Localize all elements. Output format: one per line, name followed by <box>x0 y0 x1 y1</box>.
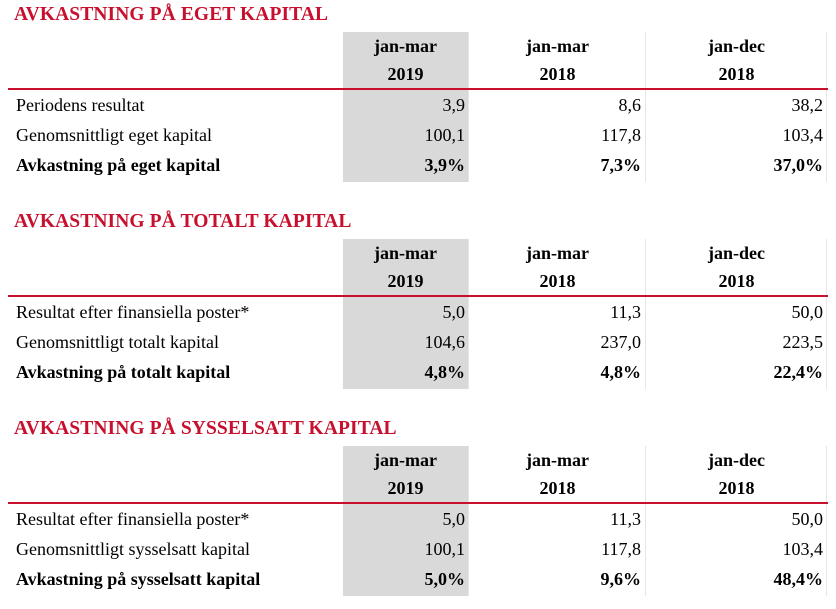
cell-value: 103,4 <box>782 539 824 559</box>
cell-value: 11,3 <box>610 509 641 529</box>
table-row: Periodens resultat 3,9 8,6 38,2 <box>0 91 836 121</box>
header-divider <box>8 295 828 297</box>
table-row: Genomsnittligt totalt kapital 104,6 237,… <box>0 328 836 358</box>
table-row-total: Avkastning på sysselsatt kapital 5,0% 9,… <box>0 565 836 595</box>
column-header-period: jan-mar <box>526 36 589 56</box>
cell-value: 4,8% <box>600 362 642 382</box>
column-header-period: jan-dec <box>708 243 765 263</box>
cell-value: 9,6% <box>600 569 642 589</box>
column-header-year: 2019 <box>387 478 424 498</box>
highlight-column <box>343 446 468 596</box>
cell-value: 7,3% <box>600 155 642 175</box>
cell-value: 11,3 <box>610 302 641 322</box>
row-label: Genomsnittligt totalt kapital <box>16 332 219 352</box>
column-header-year: 2018 <box>539 271 576 291</box>
row-label: Avkastning på eget kapital <box>16 155 221 175</box>
section-title: AVKASTNING PÅ EGET KAPITAL <box>14 4 329 25</box>
table-row: Genomsnittligt eget kapital 100,1 117,8 … <box>0 121 836 151</box>
section-title: AVKASTNING PÅ SYSSELSATT KAPITAL <box>14 418 397 439</box>
highlight-column <box>343 32 468 182</box>
cell-value: 100,1 <box>424 539 466 559</box>
column-header-year: 2019 <box>387 64 424 84</box>
cell-value: 5,0 <box>442 509 466 529</box>
ratio-table: jan-mar 2019 jan-mar 2018 jan-dec 2018 R… <box>0 446 836 596</box>
row-label: Genomsnittligt sysselsatt kapital <box>16 539 250 559</box>
column-header-year: 2018 <box>718 64 755 84</box>
cell-value: 3,9% <box>424 155 466 175</box>
cell-value: 104,6 <box>424 332 466 352</box>
column-divider <box>645 239 646 389</box>
cell-value: 117,8 <box>601 539 641 559</box>
cell-value: 37,0% <box>773 155 824 175</box>
column-divider <box>645 32 646 182</box>
cell-value: 50,0 <box>791 302 824 322</box>
cell-value: 38,2 <box>791 95 824 115</box>
cell-value: 237,0 <box>600 332 642 352</box>
column-divider <box>826 446 827 596</box>
cell-value: 4,8% <box>424 362 466 382</box>
column-header-period: jan-dec <box>708 36 765 56</box>
column-header-period: jan-mar <box>374 36 437 56</box>
cell-value: 103,4 <box>782 125 824 145</box>
cell-value: 5,0% <box>424 569 466 589</box>
table-row-total: Avkastning på eget kapital 3,9% 7,3% 37,… <box>0 151 836 181</box>
table-row: Resultat efter finansiella poster* 5,0 1… <box>0 298 836 328</box>
column-divider <box>645 446 646 596</box>
ratio-table: jan-mar 2019 jan-mar 2018 jan-dec 2018 R… <box>0 239 836 389</box>
column-header-period: jan-mar <box>374 243 437 263</box>
column-header-period: jan-mar <box>374 450 437 470</box>
cell-value: 5,0 <box>442 302 466 322</box>
ratio-table: jan-mar 2019 jan-mar 2018 jan-dec 2018 P… <box>0 32 836 182</box>
row-label: Resultat efter finansiella poster* <box>16 509 250 529</box>
table-row: Genomsnittligt sysselsatt kapital 100,1 … <box>0 535 836 565</box>
row-label: Avkastning på totalt kapital <box>16 362 231 382</box>
column-header-period: jan-mar <box>526 243 589 263</box>
column-header-year: 2018 <box>718 478 755 498</box>
column-header-year: 2019 <box>387 271 424 291</box>
column-divider <box>468 239 469 389</box>
column-header-period: jan-mar <box>526 450 589 470</box>
column-header-year: 2018 <box>718 271 755 291</box>
cell-value: 117,8 <box>601 125 641 145</box>
cell-value: 3,9 <box>442 95 466 115</box>
column-divider <box>826 239 827 389</box>
cell-value: 100,1 <box>424 125 466 145</box>
header-divider <box>8 502 828 504</box>
cell-value: 50,0 <box>791 509 824 529</box>
column-divider <box>468 446 469 596</box>
table-row: Resultat efter finansiella poster* 5,0 1… <box>0 505 836 535</box>
row-label: Avkastning på sysselsatt kapital <box>16 569 261 589</box>
row-label: Resultat efter finansiella poster* <box>16 302 250 322</box>
highlight-column <box>343 239 468 389</box>
row-label: Periodens resultat <box>16 95 145 115</box>
header-divider <box>8 88 828 90</box>
column-divider <box>826 32 827 182</box>
cell-value: 22,4% <box>773 362 824 382</box>
column-header-year: 2018 <box>539 64 576 84</box>
row-label: Genomsnittligt eget kapital <box>16 125 212 145</box>
cell-value: 48,4% <box>773 569 824 589</box>
table-row-total: Avkastning på totalt kapital 4,8% 4,8% 2… <box>0 358 836 388</box>
cell-value: 8,6 <box>618 95 642 115</box>
column-divider <box>468 32 469 182</box>
column-header-period: jan-dec <box>708 450 765 470</box>
section-title: AVKASTNING PÅ TOTALT KAPITAL <box>14 211 352 232</box>
column-header-year: 2018 <box>539 478 576 498</box>
cell-value: 223,5 <box>782 332 824 352</box>
